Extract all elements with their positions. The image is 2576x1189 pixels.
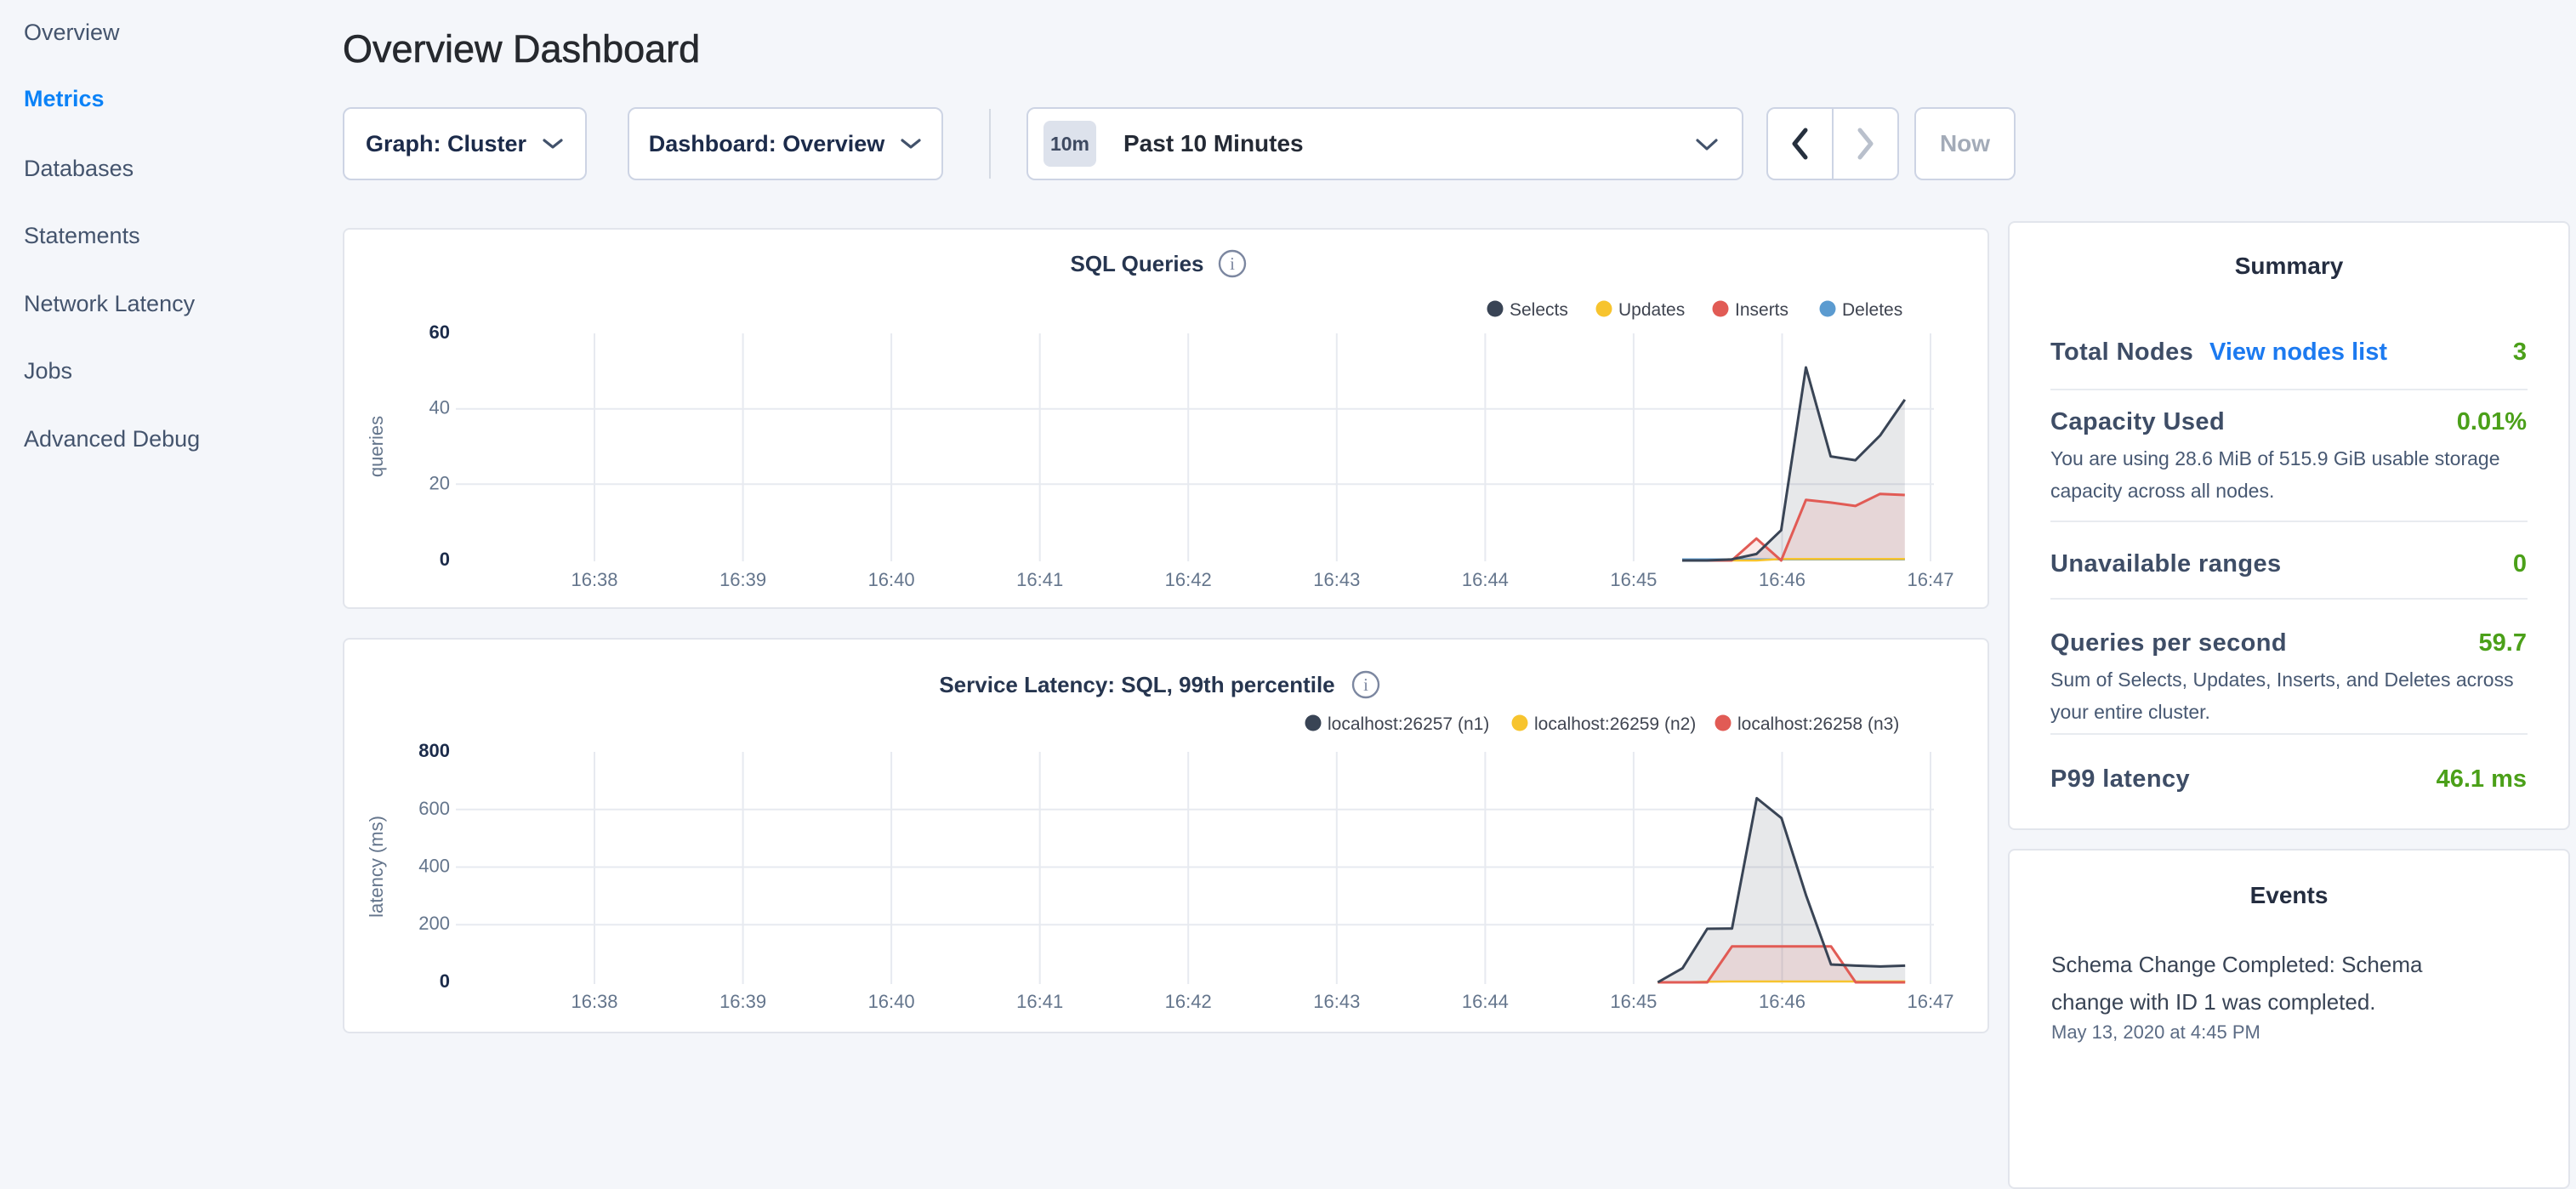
svg-text:SQL Queries: SQL Queries [1070,251,1203,276]
svg-text:16:45: 16:45 [1610,569,1657,590]
svg-text:16:41: 16:41 [1016,569,1063,590]
svg-text:40: 40 [429,397,450,418]
svg-text:200: 200 [418,913,450,934]
svg-text:0: 0 [440,549,450,570]
svg-text:16:39: 16:39 [719,991,766,1012]
svg-text:Updates: Updates [1618,300,1685,320]
svg-text:16:42: 16:42 [1165,569,1212,590]
svg-text:localhost:26258 (n3): localhost:26258 (n3) [1737,714,1899,734]
svg-text:600: 600 [418,798,450,819]
svg-text:16:38: 16:38 [571,569,617,590]
svg-text:queries: queries [366,416,387,477]
svg-text:60: 60 [429,321,450,343]
svg-text:16:38: 16:38 [571,991,617,1012]
svg-text:16:44: 16:44 [1462,569,1509,590]
svg-text:0: 0 [440,970,450,992]
svg-text:20: 20 [429,472,450,493]
svg-text:i: i [1363,674,1368,695]
svg-text:Service Latency: SQL, 99th per: Service Latency: SQL, 99th percentile [939,672,1334,697]
svg-text:Deletes: Deletes [1842,300,1902,320]
svg-text:i: i [1230,253,1235,274]
svg-text:16:40: 16:40 [868,569,915,590]
svg-text:16:44: 16:44 [1462,991,1509,1012]
svg-text:latency (ms): latency (ms) [366,816,387,918]
svg-text:16:40: 16:40 [868,991,915,1012]
svg-text:localhost:26257 (n1): localhost:26257 (n1) [1328,714,1489,734]
svg-text:16:47: 16:47 [1907,569,1953,590]
svg-text:16:47: 16:47 [1907,991,1953,1012]
svg-text:16:46: 16:46 [1759,569,1805,590]
svg-text:localhost:26259 (n2): localhost:26259 (n2) [1534,714,1696,734]
svg-text:16:43: 16:43 [1313,569,1360,590]
svg-text:16:39: 16:39 [719,569,766,590]
svg-text:16:42: 16:42 [1165,991,1212,1012]
svg-text:Inserts: Inserts [1735,300,1788,320]
svg-text:Selects: Selects [1510,300,1568,320]
svg-text:16:46: 16:46 [1759,991,1805,1012]
svg-text:400: 400 [418,856,450,877]
svg-text:16:45: 16:45 [1610,991,1657,1012]
svg-text:800: 800 [418,740,450,761]
svg-text:16:43: 16:43 [1313,991,1360,1012]
svg-text:16:41: 16:41 [1016,991,1063,1012]
